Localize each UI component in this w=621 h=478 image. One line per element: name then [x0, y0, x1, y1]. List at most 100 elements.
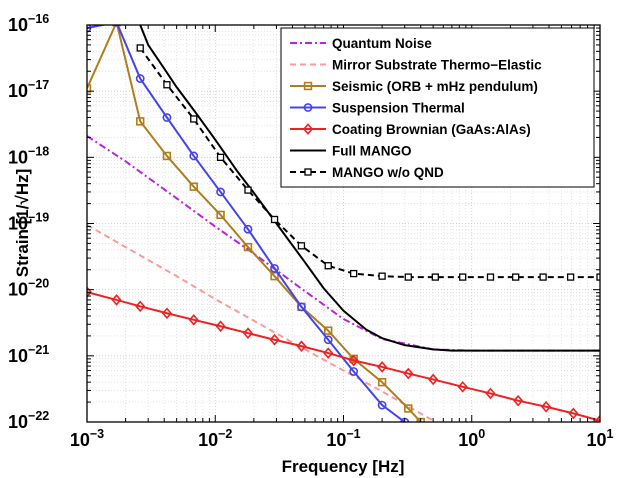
x-tick-label: 101	[587, 427, 614, 450]
x-axis-label: Frequency [Hz]	[282, 457, 405, 476]
series-layer	[87, 25, 600, 422]
data-point	[216, 210, 225, 220]
data-point	[349, 367, 359, 376]
data-point	[428, 373, 439, 386]
y-tick-label: 10−19	[8, 211, 49, 234]
legend-item: Mirror Substrate Thermo−Elastic	[290, 58, 542, 73]
data-point	[215, 320, 226, 333]
series-5	[139, 25, 600, 352]
data-point	[541, 400, 552, 413]
data-point	[568, 407, 579, 420]
data-point	[377, 361, 388, 373]
series-line	[139, 47, 600, 279]
x-tick-label: 10−2	[198, 427, 232, 450]
data-point	[136, 44, 144, 52]
data-point	[135, 300, 146, 313]
series-line	[87, 25, 406, 422]
series-line	[139, 25, 600, 352]
data-point	[163, 81, 171, 89]
data-point	[162, 113, 172, 122]
data-point	[323, 347, 334, 359]
data-point	[270, 271, 279, 281]
data-point	[297, 242, 306, 250]
data-point	[113, 25, 120, 27]
axis-ticks	[86, 24, 601, 423]
data-point	[189, 182, 198, 191]
legend-item: Seismic (ORB + mHz pendulum)	[290, 79, 538, 94]
data-point	[189, 151, 199, 161]
data-point	[404, 273, 412, 281]
data-point	[216, 187, 225, 197]
data-point	[324, 326, 333, 335]
data-point	[596, 273, 600, 281]
y-axis-label: Strain [1/√Hz]	[13, 169, 32, 278]
legend-item: Quantum Noise	[290, 36, 432, 51]
series-3	[87, 25, 410, 422]
series-line	[87, 291, 600, 422]
axis-tick-labels: 10−3 10−2 10−1 100 101 10−22 10−21 10−20 10−19 10…	[8, 12, 614, 450]
data-point	[350, 269, 358, 278]
y-tick-label: 10−20	[8, 277, 49, 300]
data-point	[457, 381, 468, 393]
data-point	[243, 242, 253, 252]
data-point	[404, 404, 413, 413]
series-line	[87, 25, 422, 422]
data-point	[87, 286, 93, 298]
data-point	[323, 335, 333, 345]
x-tick-label: 100	[458, 427, 485, 450]
legend-label: Seismic (ORB + mHz pendulum)	[332, 79, 538, 94]
y-tick-label: 10−16	[8, 12, 49, 35]
data-point	[296, 340, 307, 352]
data-point	[459, 273, 467, 281]
legend-item: MANGO w/o QND	[290, 165, 444, 180]
data-point	[269, 333, 280, 346]
y-tick-label: 10−22	[8, 409, 49, 432]
data-point	[188, 314, 199, 326]
data-point	[216, 153, 225, 161]
data-point	[566, 273, 575, 281]
x-tick-label: 10−1	[326, 427, 360, 450]
legend-marker	[304, 168, 312, 176]
x-tick-label: 10−3	[70, 427, 104, 450]
legend: Quantum Noise Mirror Substrate Thermo−Ela…	[280, 27, 595, 188]
data-point	[270, 215, 279, 224]
data-point	[485, 387, 496, 400]
data-point	[324, 262, 332, 270]
legend-label: MANGO w/o QND	[332, 165, 444, 180]
data-point	[594, 414, 600, 422]
data-point	[377, 377, 387, 387]
data-point	[539, 273, 547, 281]
data-point	[348, 354, 359, 367]
data-point	[431, 273, 439, 281]
data-point	[87, 84, 92, 93]
legend-label: Suspension Thermal	[332, 101, 465, 116]
data-point	[512, 273, 520, 281]
y-tick-label: 10−17	[8, 78, 49, 101]
y-tick-label: 10−18	[8, 144, 49, 167]
series-1	[87, 224, 434, 422]
legend-item: Full MANGO	[290, 144, 412, 159]
series-6	[136, 44, 600, 281]
data-point	[486, 273, 495, 281]
series-line	[87, 224, 434, 422]
data-point	[377, 400, 387, 410]
legend-label: Quantum Noise	[332, 36, 432, 51]
y-tick-label: 10−21	[8, 343, 49, 366]
series-line	[87, 135, 600, 352]
legend-box	[280, 27, 595, 188]
legend-label: Coating Brownian (GaAs:AlAs)	[332, 122, 531, 137]
legend-marker	[303, 81, 313, 91]
data-point	[135, 74, 145, 83]
data-point	[111, 294, 122, 306]
series-0	[87, 135, 600, 352]
data-point	[403, 367, 414, 380]
data-point	[244, 186, 252, 194]
legend-marker	[302, 123, 314, 135]
data-point	[270, 263, 279, 273]
data-point	[136, 117, 145, 126]
legend-item: Coating Brownian (GaAs:AlAs)	[290, 122, 531, 137]
legend-marker	[303, 103, 313, 112]
legend-label: Mirror Substrate Thermo−Elastic	[332, 58, 542, 73]
data-point	[161, 307, 172, 320]
series-4	[87, 286, 600, 422]
